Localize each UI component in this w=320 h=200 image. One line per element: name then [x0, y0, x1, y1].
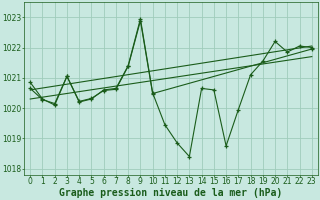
X-axis label: Graphe pression niveau de la mer (hPa): Graphe pression niveau de la mer (hPa) [60, 188, 283, 198]
